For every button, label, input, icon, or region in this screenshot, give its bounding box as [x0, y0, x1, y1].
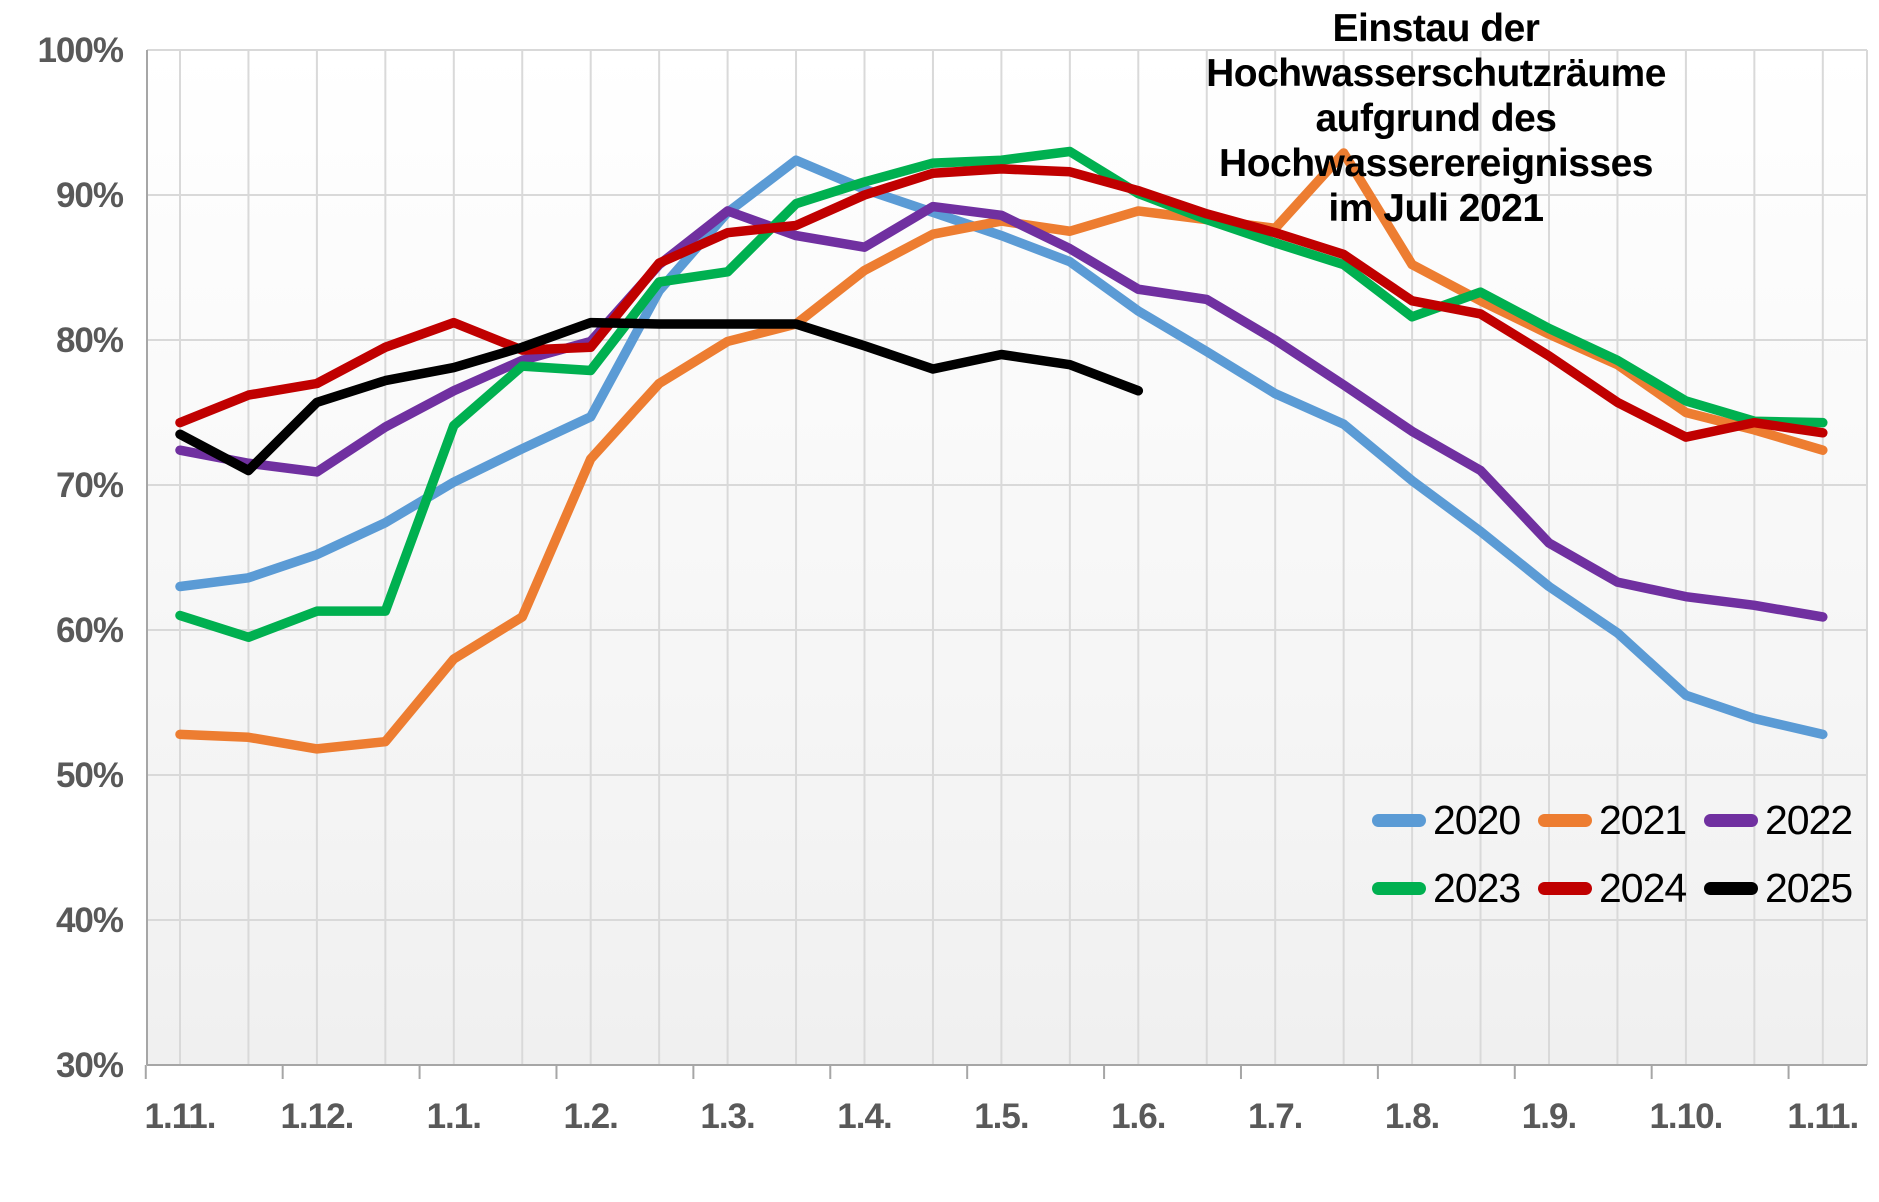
- y-tick-label: 70%: [56, 466, 124, 505]
- y-tick-label: 60%: [56, 611, 124, 650]
- y-tick-label: 90%: [56, 176, 124, 215]
- legend-swatch-2025: [1704, 881, 1758, 895]
- x-tick-label: 1.8.: [1385, 1097, 1439, 1136]
- legend-item-2023: 2023: [1372, 865, 1538, 911]
- legend-label-2023: 2023: [1433, 864, 1521, 911]
- x-tick-label: 1.11.: [1787, 1097, 1858, 1136]
- legend: 2020 2021 2022 2023 2024 2025: [1372, 797, 1870, 911]
- x-tick-label: 1.1.: [427, 1097, 481, 1136]
- x-tick-label: 1.11.: [145, 1097, 216, 1136]
- legend-swatch-2020: [1372, 813, 1426, 827]
- x-tick-label: 1.3.: [700, 1097, 754, 1136]
- y-tick-label: 40%: [56, 901, 124, 940]
- x-tick-label: 1.5.: [974, 1097, 1028, 1136]
- legend-item-2020: 2020: [1372, 797, 1538, 843]
- x-tick-label: 1.7.: [1248, 1097, 1302, 1136]
- y-tick-label: 30%: [56, 1046, 124, 1085]
- x-tick-label: 1.4.: [837, 1097, 891, 1136]
- legend-label-2022: 2022: [1765, 796, 1853, 843]
- chart-title-line-1: Einstau der Hochwasserschutzräume: [1206, 7, 1666, 95]
- series-line-2022: [175, 201, 1828, 622]
- legend-item-2025: 2025: [1704, 865, 1870, 911]
- chart-title-line-2: aufgrund des Hochwasserereignisses: [1219, 97, 1653, 185]
- legend-swatch-2022: [1704, 813, 1758, 827]
- legend-label-2021: 2021: [1599, 796, 1687, 843]
- legend-item-2021: 2021: [1538, 797, 1704, 843]
- series-line-2021: [175, 148, 1828, 754]
- y-tick-label: 100%: [37, 31, 123, 70]
- legend-swatch-2023: [1372, 881, 1426, 895]
- series-line-2023: [175, 146, 1828, 642]
- legend-label-2020: 2020: [1433, 796, 1521, 843]
- chart-title-line-3: im Juli 2021: [1328, 187, 1544, 230]
- x-tick-label: 1.6.: [1111, 1097, 1165, 1136]
- x-tick-label: 1.10.: [1649, 1097, 1722, 1136]
- series-line-2024: [175, 164, 1828, 442]
- x-tick-label: 1.2.: [564, 1097, 618, 1136]
- series-line-2025: [175, 317, 1144, 476]
- x-tick-label: 1.9.: [1522, 1097, 1576, 1136]
- legend-swatch-2024: [1538, 881, 1592, 895]
- legend-label-2025: 2025: [1765, 864, 1853, 911]
- series-line-2020: [175, 155, 1828, 740]
- legend-swatch-2021: [1538, 813, 1592, 827]
- chart-title: Einstau der Hochwasserschutzräume aufgru…: [1183, 6, 1689, 231]
- legend-item-2024: 2024: [1538, 865, 1704, 911]
- y-tick-label: 50%: [56, 756, 124, 795]
- x-tick-label: 1.12.: [280, 1097, 353, 1136]
- legend-item-2022: 2022: [1704, 797, 1870, 843]
- legend-label-2024: 2024: [1599, 864, 1687, 911]
- y-tick-label: 80%: [56, 321, 124, 360]
